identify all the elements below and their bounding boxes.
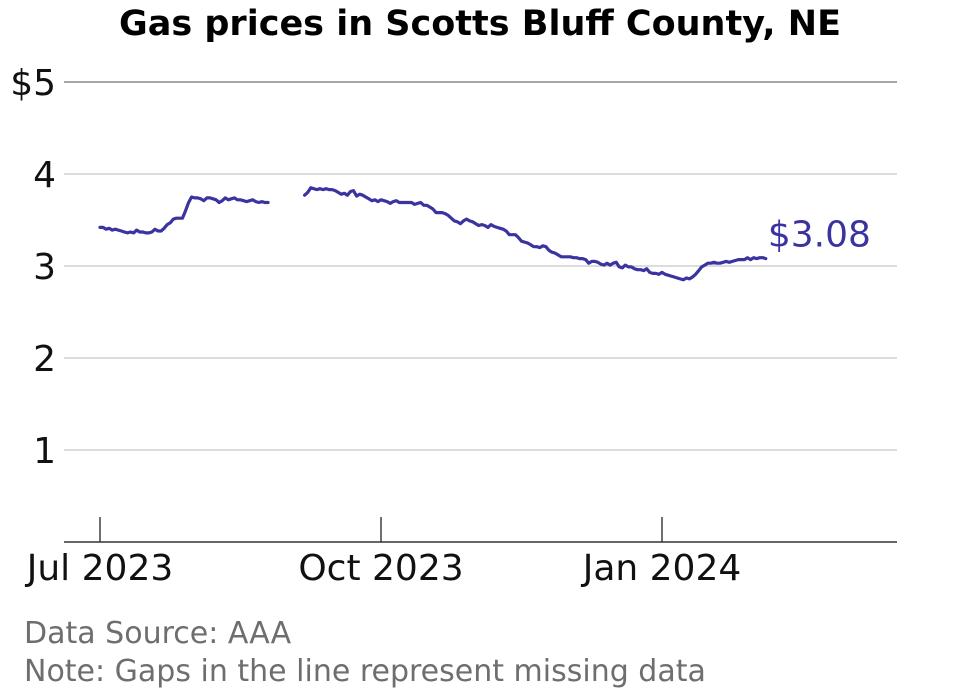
data-source-note: Data Source: AAA xyxy=(24,616,292,651)
gridlines xyxy=(64,81,897,451)
missing-data-note: Note: Gaps in the line represent missing… xyxy=(24,654,706,689)
end-value-label: $3.08 xyxy=(768,215,871,256)
x-tick-label: Jul 2023 xyxy=(25,548,174,589)
price-series xyxy=(98,186,768,282)
x-axis xyxy=(64,517,897,543)
x-tick-label: Oct 2023 xyxy=(298,548,463,589)
end-value-label-group: $3.08 xyxy=(768,215,871,256)
chart-title: Gas prices in Scotts Bluff County, NE xyxy=(119,4,841,44)
price-line-segment xyxy=(303,186,768,282)
y-tick-label: 3 xyxy=(33,247,56,288)
line-chart: $5 4 3 2 1 Jul 2023 Oct 2023 Jan 2024 $3.08 xyxy=(10,63,897,589)
y-tick-label: 4 xyxy=(33,155,56,196)
x-axis-tick-labels: Jul 2023 Oct 2023 Jan 2024 xyxy=(25,548,742,589)
y-axis-tick-labels: $5 4 3 2 1 xyxy=(10,63,56,472)
price-line-segment xyxy=(98,195,270,235)
y-tick-label: 2 xyxy=(33,339,56,380)
y-tick-label: $5 xyxy=(10,63,56,104)
y-tick-label: 1 xyxy=(33,431,56,472)
x-tick-label: Jan 2024 xyxy=(581,548,742,589)
